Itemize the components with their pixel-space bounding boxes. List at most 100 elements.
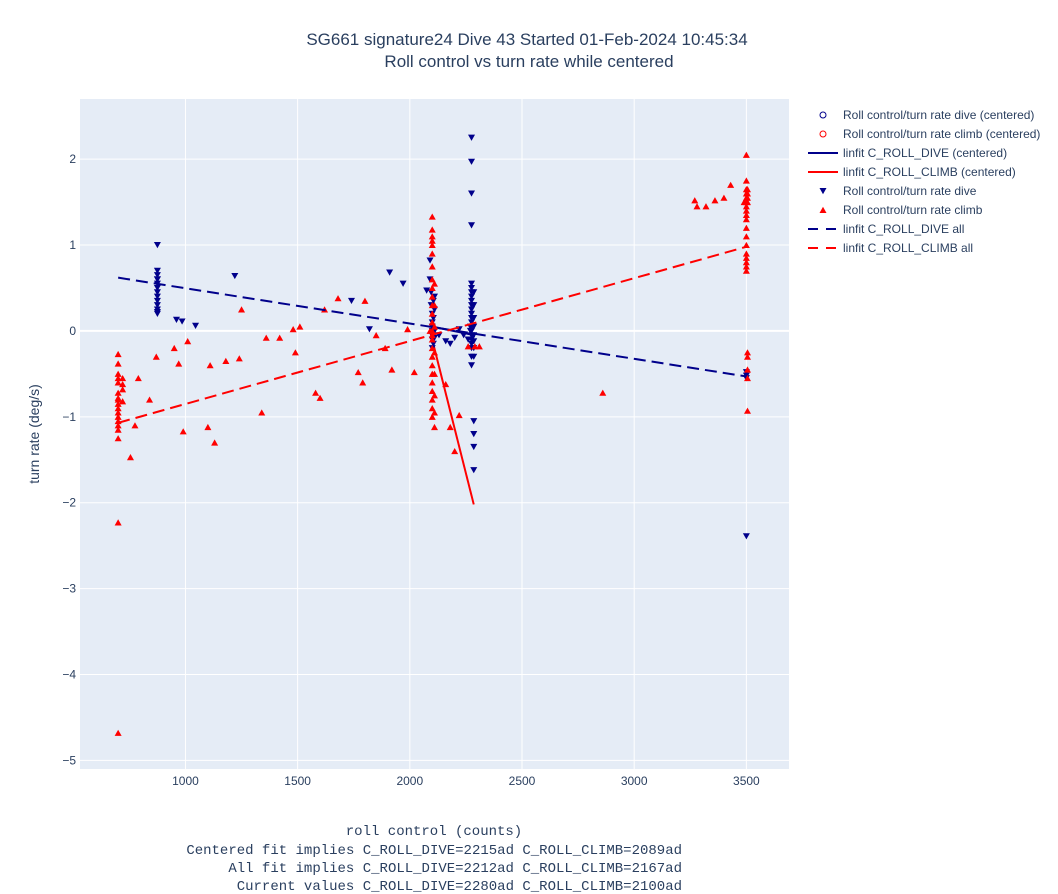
chart-subtitle: Roll control vs turn rate while centered — [384, 52, 673, 71]
data-point — [428, 405, 436, 412]
data-point — [114, 409, 122, 416]
data-point — [599, 389, 607, 396]
data-point — [720, 194, 728, 201]
data-point — [153, 267, 161, 274]
data-point — [470, 289, 478, 296]
data-point — [238, 306, 246, 313]
data-point — [114, 426, 122, 433]
data-point — [428, 226, 436, 233]
data-point — [178, 318, 186, 325]
data-point — [153, 289, 161, 296]
data-point — [428, 237, 436, 244]
data-point — [431, 280, 438, 287]
y-axis-ticks: −5 −4 −3 −2 −1 0 1 2 — [62, 152, 76, 767]
x-tick-label: 2000 — [396, 774, 423, 788]
data-point — [179, 428, 187, 435]
data-point — [742, 233, 750, 240]
data-point — [428, 362, 436, 369]
data-point — [428, 379, 436, 386]
data-point — [114, 422, 122, 429]
data-point — [470, 323, 478, 330]
fit-line — [429, 330, 475, 505]
data-point — [334, 295, 342, 302]
data-point — [423, 287, 431, 294]
data-point — [404, 326, 412, 333]
data-point — [742, 211, 750, 218]
data-point — [742, 267, 750, 274]
data-point — [428, 293, 436, 300]
y-tick-label: −2 — [62, 496, 76, 510]
y-tick-label: −4 — [62, 668, 76, 682]
data-point — [312, 389, 320, 396]
x-axis-note-current: Current values C_ROLL_DIVE=2280ad C_ROLL… — [237, 879, 682, 894]
data-point — [316, 394, 324, 401]
data-point — [428, 213, 436, 220]
fit-line — [117, 245, 747, 424]
data-point — [428, 250, 436, 257]
data-point — [471, 343, 479, 350]
data-point — [153, 272, 161, 279]
data-point — [119, 380, 127, 388]
data-point — [114, 389, 122, 396]
legend-label: linfit C_ROLL_CLIMB all — [843, 241, 973, 255]
data-point — [386, 269, 394, 276]
data-point — [743, 349, 751, 356]
data-point — [743, 198, 751, 206]
data-point — [428, 413, 436, 420]
data-point — [446, 340, 454, 348]
data-point — [235, 355, 243, 362]
data-point — [152, 353, 160, 360]
data-point — [468, 284, 476, 292]
data-point — [354, 368, 362, 376]
data-point — [146, 396, 154, 403]
data-point — [428, 263, 436, 270]
legend-item: Roll control/turn rate climb (centered) — [819, 127, 1040, 141]
data-point — [428, 241, 436, 249]
data-point — [468, 306, 476, 313]
data-point — [743, 194, 751, 201]
data-point — [691, 197, 699, 204]
data-point — [170, 344, 178, 352]
data-point — [742, 224, 750, 231]
data-point — [464, 343, 472, 350]
x-axis-note-centered: Centered fit implies C_ROLL_DIVE=2215ad … — [186, 843, 682, 859]
x-tick-label: 3000 — [621, 774, 648, 788]
data-point — [727, 181, 735, 188]
data-point — [442, 380, 450, 388]
data-point — [114, 379, 122, 386]
data-point — [153, 293, 161, 300]
x-tick-label: 3500 — [733, 774, 760, 788]
data-point — [119, 398, 127, 405]
data-point — [470, 418, 478, 425]
data-point — [426, 257, 434, 264]
data-point — [184, 338, 192, 345]
data-point — [204, 423, 212, 431]
data-point — [431, 392, 438, 399]
data-point — [114, 400, 122, 407]
data-point — [428, 327, 436, 334]
series-6 — [117, 276, 747, 378]
legend-item: Roll control/turn rate dive — [819, 184, 977, 198]
legend-swatch — [819, 206, 827, 213]
data-point — [428, 284, 436, 291]
data-point — [428, 233, 436, 240]
data-point — [222, 357, 230, 364]
data-point — [711, 197, 719, 204]
y-tick-label: −3 — [62, 582, 76, 596]
data-point — [431, 370, 438, 377]
data-point — [347, 297, 355, 305]
data-point — [442, 338, 450, 345]
legend-label: Roll control/turn rate dive (centered) — [843, 108, 1034, 122]
x-tick-label: 1500 — [284, 774, 311, 788]
data-point — [114, 729, 122, 736]
data-point — [743, 185, 751, 193]
legend-label: linfit C_ROLL_DIVE (centered) — [843, 146, 1007, 160]
data-point — [388, 366, 396, 373]
data-point — [258, 409, 266, 416]
data-point — [470, 431, 478, 438]
data-point — [428, 344, 436, 352]
data-point — [468, 293, 476, 300]
y-axis-title: turn rate (deg/s) — [26, 384, 42, 484]
data-point — [743, 374, 751, 382]
data-point — [742, 177, 750, 184]
